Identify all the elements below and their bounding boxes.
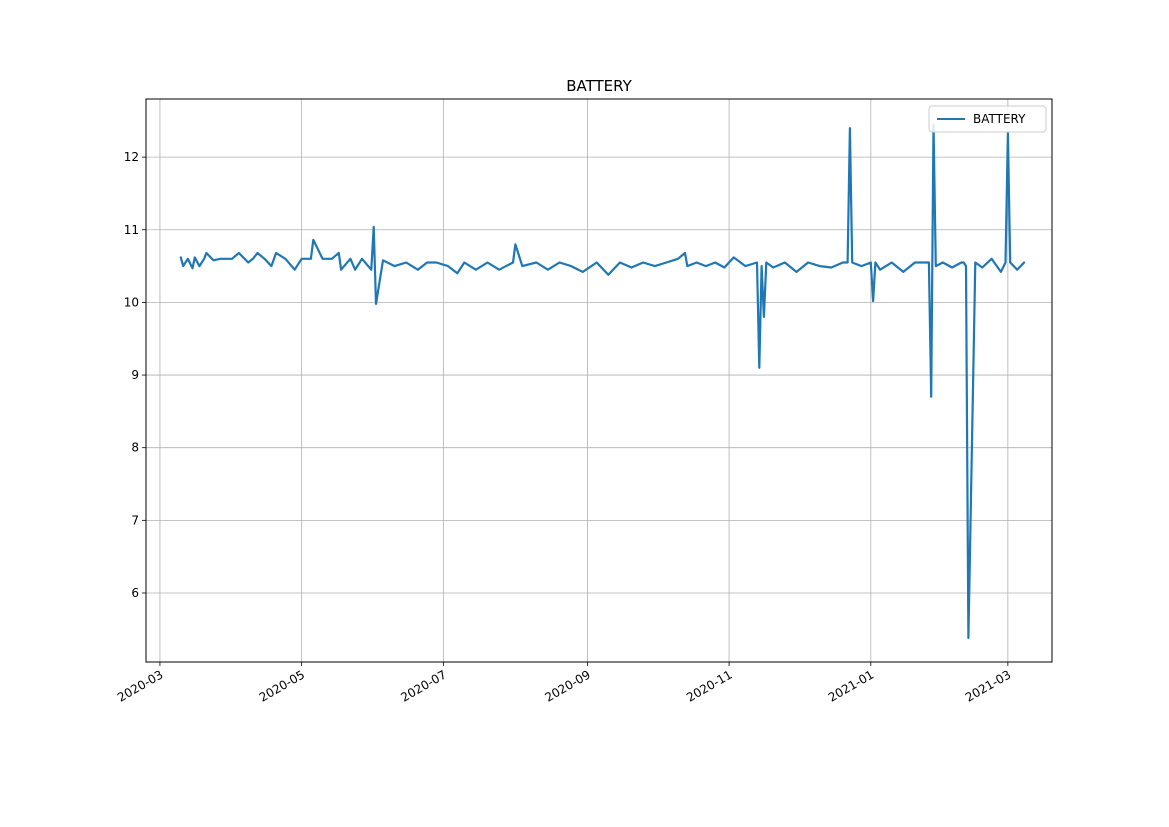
plot-area-frame xyxy=(145,98,1053,663)
y-tick-label: 9 xyxy=(131,368,139,382)
series-line xyxy=(179,123,1026,640)
chart-title: BATTERY xyxy=(566,77,632,95)
grid-layer xyxy=(146,99,1052,662)
y-tick-label: 11 xyxy=(124,223,139,237)
series-layer xyxy=(179,123,1026,640)
y-tick-label: 7 xyxy=(131,513,139,527)
legend: BATTERY xyxy=(928,105,1047,133)
y-tick-label: 8 xyxy=(131,441,139,455)
legend-label: BATTERY xyxy=(973,112,1026,126)
y-tick-label: 6 xyxy=(131,586,139,600)
y-tick-label: 12 xyxy=(124,150,139,164)
legend-box xyxy=(928,105,1047,133)
y-tick-label: 10 xyxy=(124,295,139,309)
